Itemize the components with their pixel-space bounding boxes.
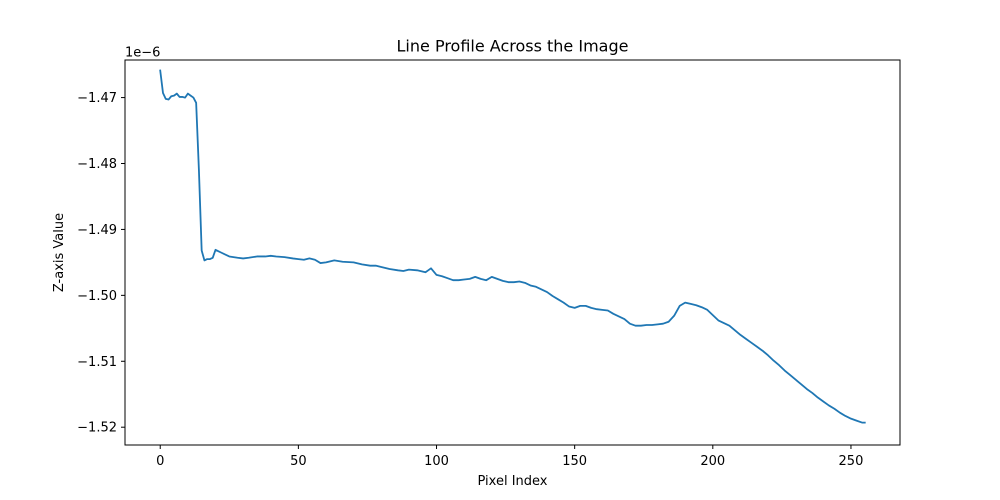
y-axis-ticks: −1.47 −1.48 −1.49 −1.50 −1.51 −1.52 [77,91,125,436]
x-tick-label: 200 [700,454,725,469]
profile-line [159,69,866,424]
y-axis-label: Z-axis Value [52,213,67,292]
y-tick-label: −1.51 [77,355,117,370]
x-tick-label: 150 [562,454,587,469]
x-axis-ticks: 0 50 100 150 200 250 [156,445,863,469]
x-tick-label: 50 [290,454,307,469]
x-tick-label: 100 [424,454,449,469]
y-tick-label: −1.49 [77,223,117,238]
x-axis-label: Pixel Index [478,474,548,489]
x-tick-label: 250 [839,454,864,469]
y-offset-label: 1e−6 [125,46,160,61]
plot-frame [124,59,901,446]
y-tick-label: −1.47 [77,91,117,106]
y-tick-label: −1.50 [77,289,117,304]
y-tick-label: −1.52 [77,421,117,436]
x-tick-label: 0 [156,454,164,469]
y-tick-label: −1.48 [77,157,117,172]
chart-title: Line Profile Across the Image [397,37,629,56]
